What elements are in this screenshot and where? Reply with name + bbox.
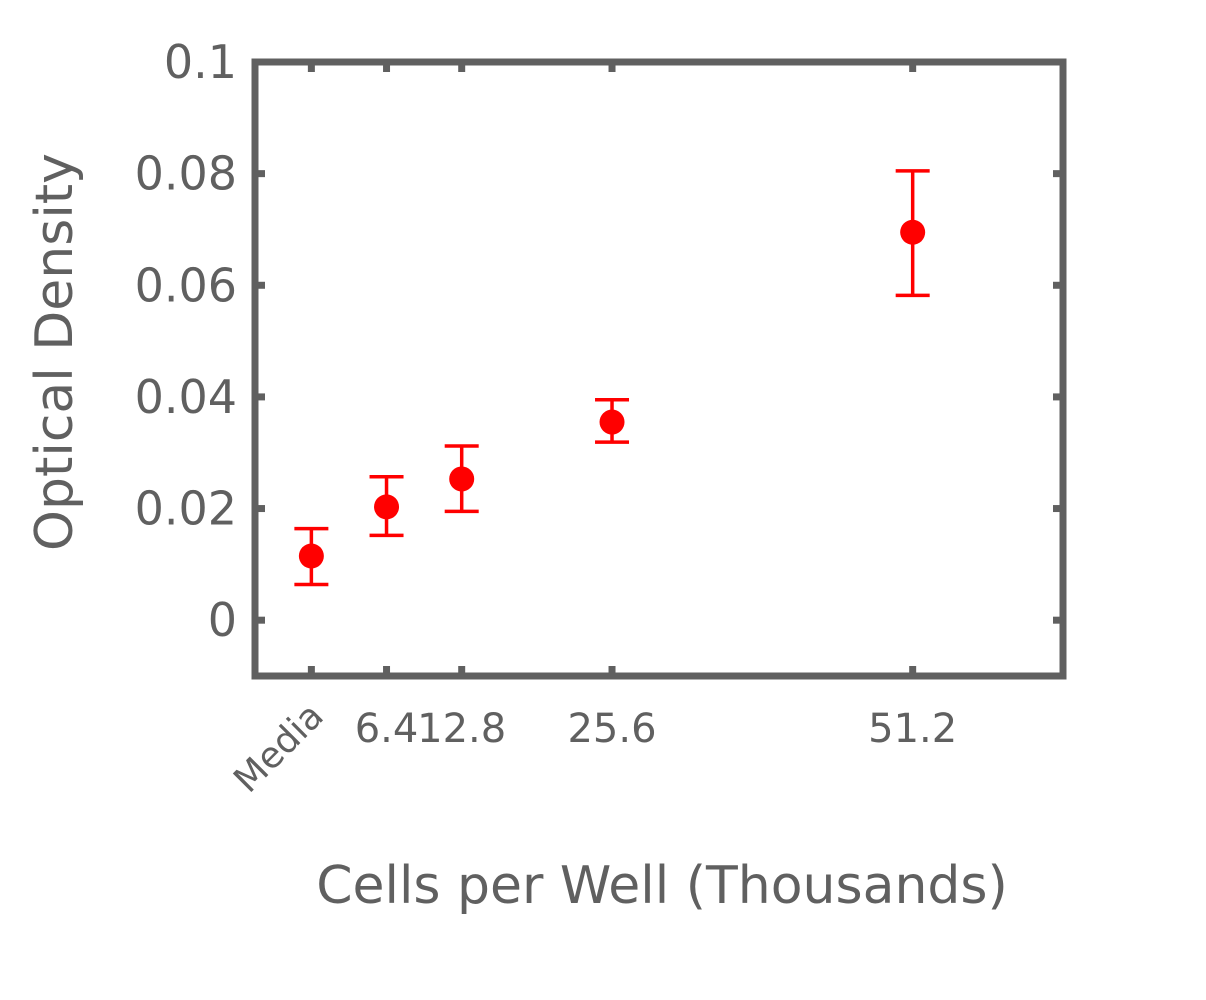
data-point [449, 466, 475, 492]
y-tick-label: 0 [208, 593, 237, 647]
x-tick-label: 51.2 [868, 706, 957, 752]
x-tick-label: Media [226, 695, 331, 800]
plot-area [294, 169, 930, 587]
y-tick-label: 0.04 [135, 370, 237, 424]
data-point [599, 409, 625, 435]
data-point [298, 543, 324, 569]
data-point [900, 219, 926, 245]
axes: 0 0.02 0.04 0.06 0.08 0.1 Media 6.412.8 25.6 51.2 [135, 35, 1067, 801]
plot-frame [251, 58, 1067, 680]
x-axis-label: Cells per Well (Thousands) [316, 856, 1008, 916]
data-point [374, 494, 400, 520]
x-tick-label: 12.8 [417, 706, 506, 752]
x-tick-label: 6.4 [355, 706, 419, 752]
y-tick-label: 0.02 [135, 482, 237, 536]
y-tick-label: 0.1 [164, 35, 237, 89]
y-axis-label: Optical Density [25, 153, 85, 551]
y-tick-label: 0.08 [135, 147, 237, 201]
x-tick-label: 25.6 [567, 706, 656, 752]
y-tick-label: 0.06 [135, 258, 237, 312]
